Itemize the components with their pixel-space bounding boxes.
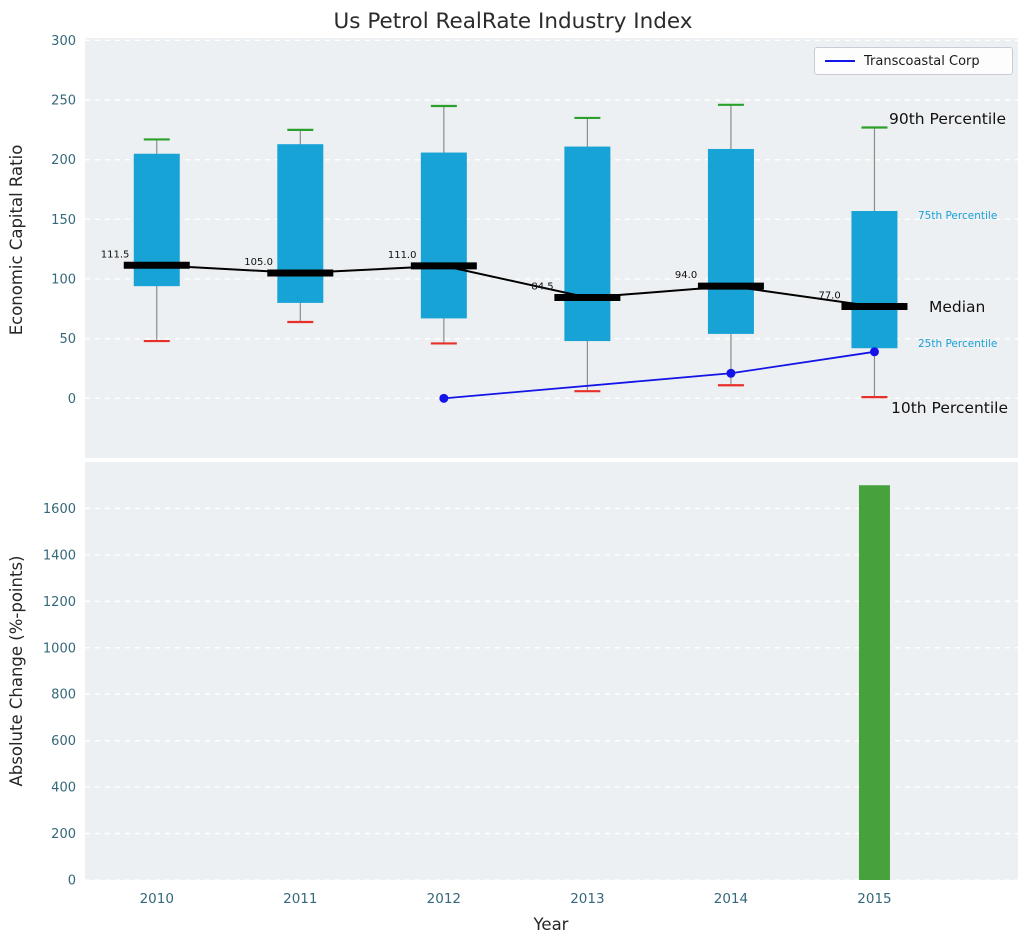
y-tick-label-top: 300 bbox=[51, 34, 76, 49]
median-value-label: 77.0 bbox=[818, 290, 840, 301]
y-tick-label-bottom: 1400 bbox=[43, 548, 76, 563]
y-axis-label-top: Economic Capital Ratio bbox=[7, 145, 26, 336]
annotation-10th-percentile: 10th Percentile bbox=[891, 399, 1008, 417]
legend: Transcoastal Corp bbox=[814, 47, 1013, 75]
y-tick-label-top: 100 bbox=[51, 273, 76, 288]
y-tick-label-bottom: 1000 bbox=[43, 641, 76, 656]
x-axis-label: Year bbox=[533, 915, 569, 934]
median-value-label: 84.5 bbox=[531, 282, 553, 293]
annotation-25th-percentile: 25th Percentile bbox=[918, 338, 997, 350]
plot-layer: 0 50 100 150 200 250 300 0 200 400 600 800 1000 1200 1… bbox=[43, 34, 1018, 907]
x-tick-label: 2013 bbox=[570, 891, 604, 907]
company-point-2012 bbox=[439, 393, 449, 403]
box-2014 bbox=[707, 148, 754, 334]
box-2013 bbox=[564, 146, 611, 342]
y-tick-label-top: 0 bbox=[68, 392, 76, 407]
y-axis-label-bottom: Absolute Change (%-points) bbox=[7, 556, 26, 787]
annotation-median: Median bbox=[929, 298, 985, 316]
y-tick-label-bottom: 1600 bbox=[43, 502, 76, 517]
annotation-90th-percentile: 90th Percentile bbox=[889, 110, 1006, 128]
y-tick-label-bottom: 0 bbox=[68, 874, 76, 889]
y-tick-label-bottom: 400 bbox=[51, 781, 76, 796]
median-value-label: 111.5 bbox=[101, 249, 130, 260]
y-tick-label-top: 50 bbox=[59, 332, 76, 347]
y-tick-label-top: 250 bbox=[51, 94, 76, 109]
y-tick-label-top: 200 bbox=[51, 153, 76, 168]
x-tick-label: 2014 bbox=[714, 891, 748, 907]
y-tick-label-bottom: 800 bbox=[51, 688, 76, 703]
y-tick-label-bottom: 1200 bbox=[43, 595, 76, 610]
y-tick-label-bottom: 600 bbox=[51, 734, 76, 749]
legend-label: Transcoastal Corp bbox=[864, 53, 980, 69]
x-tick-label: 2011 bbox=[283, 891, 317, 907]
company-point-2015 bbox=[869, 347, 879, 357]
box-2011 bbox=[277, 144, 324, 303]
box-2012 bbox=[420, 152, 467, 319]
x-tick-label: 2015 bbox=[857, 891, 891, 907]
legend-line-swatch bbox=[825, 60, 855, 62]
annotation-75th-percentile: 75th Percentile bbox=[918, 210, 997, 222]
y-tick-label-top: 150 bbox=[51, 213, 76, 228]
x-tick-label: 2012 bbox=[427, 891, 461, 907]
company-point-2014 bbox=[726, 368, 736, 378]
box-2015 bbox=[851, 211, 898, 349]
median-value-label: 111.0 bbox=[388, 250, 417, 261]
bar-2015 bbox=[858, 485, 890, 880]
chart-title: Us Petrol RealRate Industry Index bbox=[334, 9, 693, 34]
x-tick-label: 2010 bbox=[140, 891, 174, 907]
median-value-label: 105.0 bbox=[244, 257, 273, 268]
y-tick-label-bottom: 200 bbox=[51, 827, 76, 842]
median-value-label: 94.0 bbox=[675, 270, 697, 281]
